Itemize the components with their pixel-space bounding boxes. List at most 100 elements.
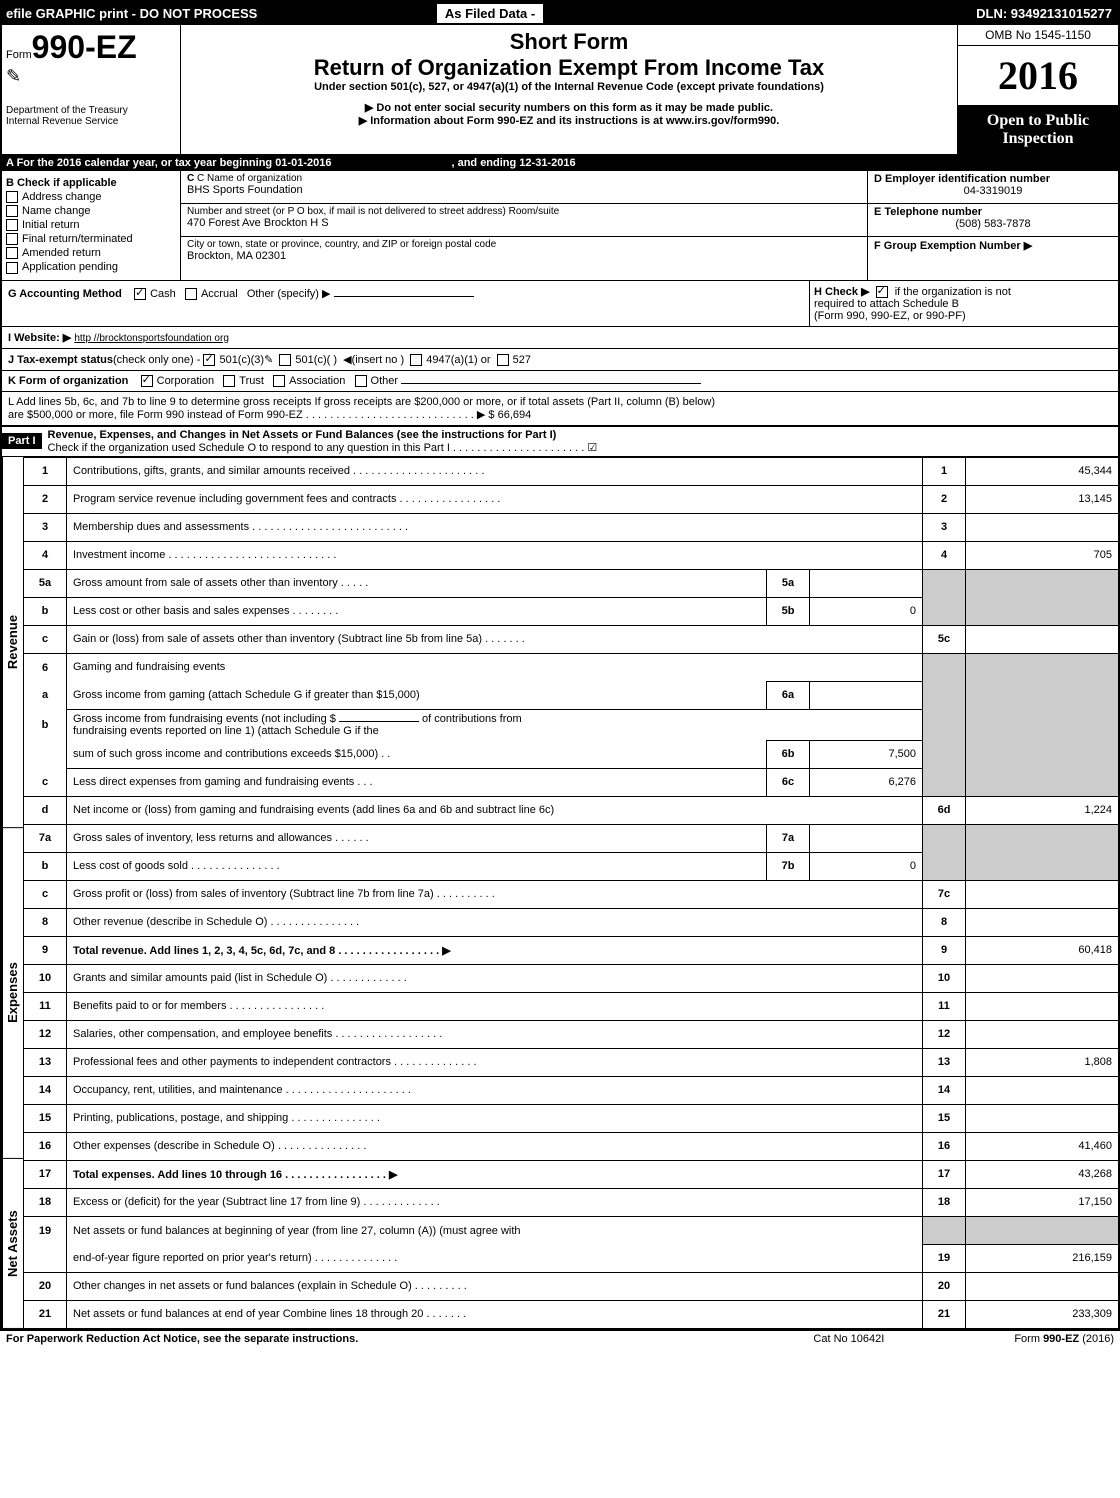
- efile-icon: ✎: [6, 66, 176, 87]
- org-name: BHS Sports Foundation: [187, 184, 861, 196]
- website-url[interactable]: http //brocktonsportsfoundation org: [74, 333, 229, 344]
- other-org-input[interactable]: [401, 383, 701, 384]
- schedule-b-check: H Check ▶ if the organization is not req…: [809, 281, 1118, 326]
- part1-body: Revenue Expenses Net Assets 1 Contributi…: [2, 457, 1118, 1329]
- line-6: 6 Gaming and fundraising events: [24, 653, 1118, 681]
- form-number: 990-EZ: [32, 29, 137, 65]
- line-18: 18 Excess or (deficit) for the year (Sub…: [24, 1188, 1118, 1216]
- website-row: I Website: ▶ http //brocktonsportsfounda…: [2, 327, 1118, 349]
- line-5a: 5a Gross amount from sale of assets othe…: [24, 569, 1118, 597]
- accrual-checkbox[interactable]: [185, 288, 197, 300]
- entity-mid: C C Name of organization BHS Sports Foun…: [181, 171, 867, 280]
- line-1: 1 Contributions, gifts, grants, and simi…: [24, 457, 1118, 485]
- ssn-note: ▶ Do not enter social security numbers o…: [189, 101, 949, 114]
- line-21: 21 Net assets or fund balances at end of…: [24, 1300, 1118, 1328]
- city-row: City or town, state or province, country…: [181, 237, 867, 269]
- trust-checkbox[interactable]: [223, 375, 235, 387]
- line-20: 20 Other changes in net assets or fund b…: [24, 1272, 1118, 1300]
- association-checkbox[interactable]: [273, 375, 285, 387]
- header-mid: Short Form Return of Organization Exempt…: [181, 25, 957, 154]
- line-13: 13 Professional fees and other payments …: [24, 1048, 1118, 1076]
- form-990ez: efile GRAPHIC print - DO NOT PROCESS As …: [0, 0, 1120, 1331]
- tax-year-end: , and ending 12-31-2016: [451, 157, 575, 169]
- header: Form990-EZ ✎ Department of the Treasury …: [2, 25, 1118, 155]
- name-change-checkbox[interactable]: [6, 205, 18, 217]
- other-method-input[interactable]: [334, 296, 474, 297]
- form-prefix: Form: [6, 49, 32, 61]
- part1-label: Part I: [2, 433, 42, 449]
- application-pending-checkbox[interactable]: [6, 262, 18, 274]
- form-ref: Form 990-EZ (2016): [1014, 1333, 1114, 1345]
- gross-receipts-row: L Add lines 5b, 6c, and 7b to line 9 to …: [2, 392, 1118, 426]
- line-4: 4 Investment income . . . . . . . . . . …: [24, 541, 1118, 569]
- line-1-amount: 45,344: [966, 457, 1119, 485]
- efile-mid: As Filed Data -: [435, 2, 545, 25]
- line-5c: c Gain or (loss) from sale of assets oth…: [24, 625, 1118, 653]
- phone-row: E Telephone number (508) 583-7878: [868, 204, 1118, 237]
- street-row: Number and street (or P O box, if mail i…: [181, 204, 867, 237]
- line-7a: 7a Gross sales of inventory, less return…: [24, 824, 1118, 852]
- initial-return-checkbox[interactable]: [6, 219, 18, 231]
- open-to-public: Open to Public Inspection: [958, 106, 1118, 154]
- part1-check-text: Check if the organization used Schedule …: [48, 442, 598, 454]
- line-6d: d Net income or (loss) from gaming and f…: [24, 796, 1118, 824]
- lines-table: 1 Contributions, gifts, grants, and simi…: [24, 457, 1118, 1329]
- tax-exempt-row: J Tax-exempt status(check only one) - 50…: [2, 349, 1118, 371]
- side-labels: Revenue Expenses Net Assets: [2, 457, 24, 1329]
- 527-checkbox[interactable]: [497, 354, 509, 366]
- line-16: 16 Other expenses (describe in Schedule …: [24, 1132, 1118, 1160]
- header-left: Form990-EZ ✎ Department of the Treasury …: [2, 25, 181, 154]
- group-exemption-row: F Group Exemption Number ▶: [868, 237, 1118, 269]
- line-17: 17 Total expenses. Add lines 10 through …: [24, 1160, 1118, 1188]
- entity-right: D Employer identification number 04-3319…: [867, 171, 1118, 280]
- ein: 04-3319019: [874, 185, 1112, 197]
- form-subtitle: Under section 501(c), 527, or 4947(a)(1)…: [189, 81, 949, 93]
- entity-block: B Check if applicable Address change Nam…: [2, 171, 1118, 281]
- line-7c: c Gross profit or (loss) from sales of i…: [24, 880, 1118, 908]
- part1-title: Revenue, Expenses, and Changes in Net As…: [48, 429, 557, 441]
- efile-banner: efile GRAPHIC print - DO NOT PROCESS As …: [2, 2, 1118, 25]
- line-9: 9 Total revenue. Add lines 1, 2, 3, 4, 5…: [24, 936, 1118, 964]
- dept-treasury: Department of the Treasury: [6, 105, 176, 116]
- header-right: OMB No 1545-1150 2016 Open to Public Ins…: [957, 25, 1118, 154]
- lines-table-wrap: 1 Contributions, gifts, grants, and simi…: [24, 457, 1118, 1329]
- 4947-checkbox[interactable]: [410, 354, 422, 366]
- tax-year: 2016: [958, 46, 1118, 106]
- line-19b: end-of-year figure reported on prior yea…: [24, 1244, 1118, 1272]
- line-2: 2 Program service revenue including gove…: [24, 485, 1118, 513]
- check-applicable: B Check if applicable Address change Nam…: [2, 171, 181, 280]
- net-assets-label: Net Assets: [2, 1159, 24, 1329]
- org-name-row: C C Name of organization BHS Sports Foun…: [181, 171, 867, 204]
- phone: (508) 583-7878: [874, 218, 1112, 230]
- 501c3-checkbox[interactable]: [203, 354, 215, 366]
- tax-year-begin: A For the 2016 calendar year, or tax yea…: [6, 157, 331, 169]
- final-return-checkbox[interactable]: [6, 233, 18, 245]
- line-15: 15 Printing, publications, postage, and …: [24, 1104, 1118, 1132]
- form-title: Return of Organization Exempt From Incom…: [189, 55, 949, 81]
- line-3: 3 Membership dues and assessments . . . …: [24, 513, 1118, 541]
- amended-return-checkbox[interactable]: [6, 247, 18, 259]
- line-19a: 19 Net assets or fund balances at beginn…: [24, 1216, 1118, 1244]
- section-a: A For the 2016 calendar year, or tax yea…: [2, 155, 1118, 171]
- other-org-checkbox[interactable]: [355, 375, 367, 387]
- form-of-org-row: K Form of organization Corporation Trust…: [2, 371, 1118, 392]
- schedule-b-checkbox[interactable]: [876, 286, 888, 298]
- expenses-label: Expenses: [2, 828, 24, 1159]
- efile-dln: DLN: 93492131015277: [970, 4, 1118, 23]
- revenue-label: Revenue: [2, 457, 24, 828]
- city-state-zip: Brockton, MA 02301: [187, 250, 861, 262]
- part1-header-row: Part I Revenue, Expenses, and Changes in…: [2, 426, 1118, 457]
- info-note: ▶ Information about Form 990-EZ and its …: [189, 114, 949, 127]
- omb-number: OMB No 1545-1150: [958, 25, 1118, 46]
- 501c-checkbox[interactable]: [279, 354, 291, 366]
- street-address: 470 Forest Ave Brockton H S: [187, 217, 861, 229]
- dept-irs: Internal Revenue Service: [6, 116, 176, 127]
- address-change-checkbox[interactable]: [6, 191, 18, 203]
- corporation-checkbox[interactable]: [141, 375, 153, 387]
- short-form-label: Short Form: [189, 29, 949, 55]
- accounting-method: G Accounting Method Cash Accrual Other (…: [2, 281, 809, 326]
- paperwork-notice: For Paperwork Reduction Act Notice, see …: [6, 1333, 813, 1345]
- check-b-title: B Check if applicable: [6, 177, 117, 189]
- cash-checkbox[interactable]: [134, 288, 146, 300]
- cat-no: Cat No 10642I: [813, 1333, 884, 1345]
